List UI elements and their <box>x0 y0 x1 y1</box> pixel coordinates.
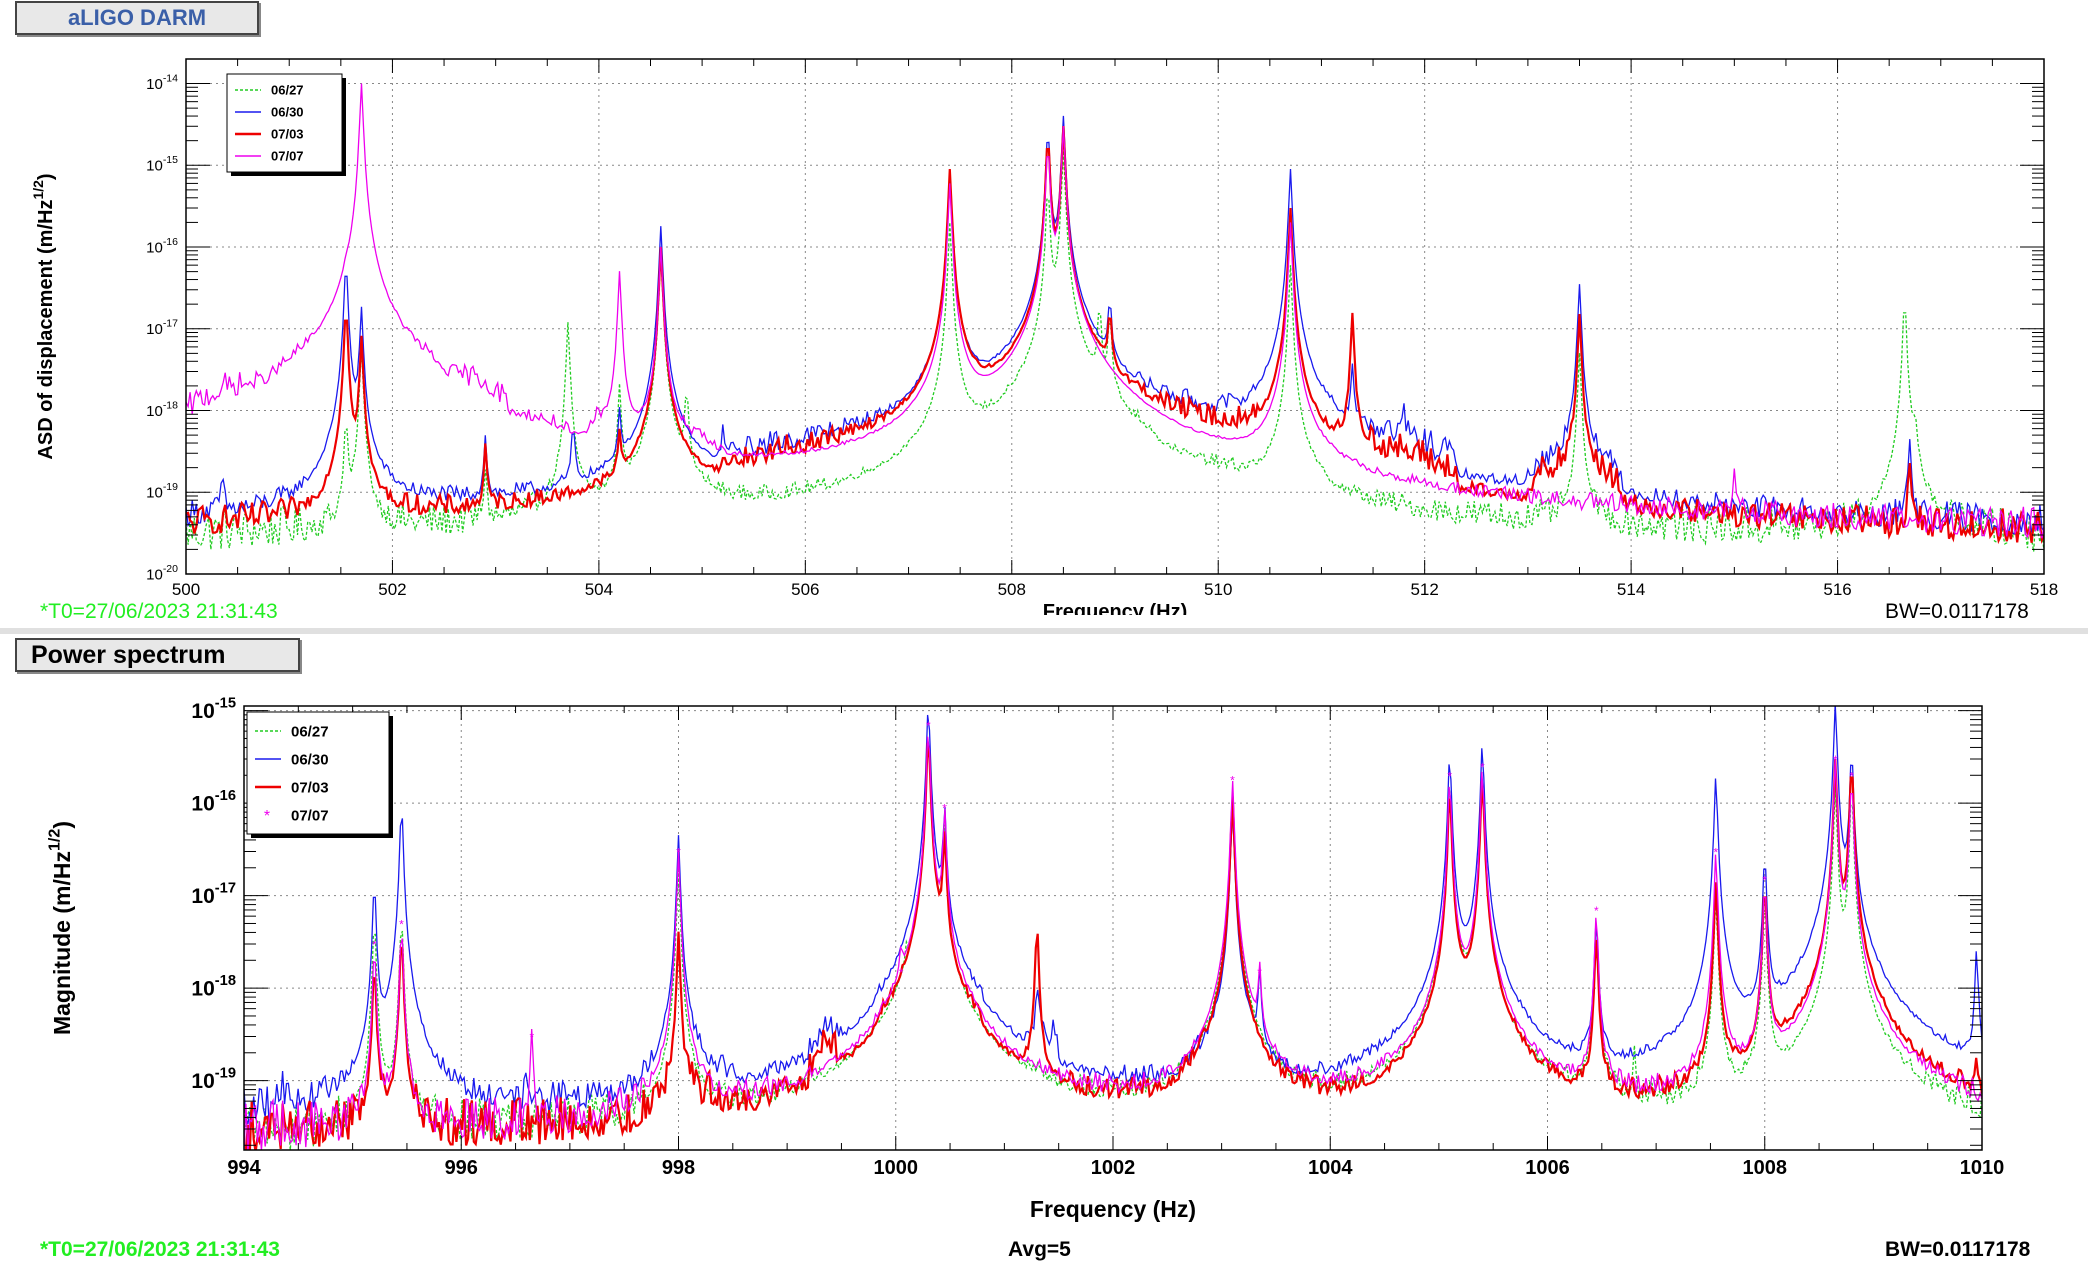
bottom-series-06-27 <box>244 742 1982 1150</box>
bottom-ytick-label-0: 10-19 <box>191 1065 236 1093</box>
bottom-ytick-label-4: 10-15 <box>191 695 236 723</box>
bottom-avg-stamp: Avg=5 <box>1008 1238 1071 1261</box>
bottom-marker-8: * <box>1257 966 1262 980</box>
bottom-y-axis-label: Magnitude (m/Hz1/2) <box>46 821 75 1035</box>
bottom-bw-stamp: BW=0.0117178 <box>1885 1238 2031 1261</box>
top-xtick-label-4: 508 <box>998 580 1026 599</box>
bottom-xtick-label-8: 1010 <box>1960 1157 2005 1179</box>
bottom-legend-label-0: 06/27 <box>291 723 329 740</box>
bottom-marker-1: * <box>399 917 404 931</box>
top-xtick-label-1: 502 <box>378 580 406 599</box>
bottom-marker-7: * <box>1230 774 1235 788</box>
bottom-series-06-30 <box>244 706 1982 1125</box>
top-xtick-label-0: 500 <box>172 580 200 599</box>
bottom-xtick-label-6: 1006 <box>1525 1157 1570 1179</box>
bottom-legend-label-3: 07/07 <box>291 807 329 824</box>
top-series-06-27 <box>186 150 2044 552</box>
bottom-marker-12: * <box>1714 845 1719 859</box>
top-y-axis-label: ASD of displacement (m/Hz1/2) <box>30 173 57 459</box>
top-legend-label-1: 06/30 <box>271 105 304 120</box>
bottom-marker-9: * <box>1447 769 1452 783</box>
bottom-marker-3: * <box>676 845 681 859</box>
top-xtick-label-6: 512 <box>1410 580 1438 599</box>
top-xtick-label-9: 518 <box>2030 580 2058 599</box>
bottom-x-axis-label: Frequency (Hz) <box>1030 1196 1196 1222</box>
top-series-07-03 <box>186 125 2044 545</box>
top-xtick-label-2: 504 <box>585 580 613 599</box>
bottom-legend-marker-3: * <box>264 808 270 825</box>
bottom-panel-title-text: Power spectrum <box>31 641 226 669</box>
top-xtick-label-3: 506 <box>791 580 819 599</box>
bottom-xtick-label-4: 1002 <box>1091 1157 1136 1179</box>
top-x-axis-label: Frequency (Hz) <box>1043 601 1187 615</box>
bottom-xtick-label-1: 996 <box>445 1157 478 1179</box>
top-xtick-label-5: 510 <box>1204 580 1232 599</box>
top-ytick-label-2: 10-18 <box>146 399 178 420</box>
bottom-series-07-03 <box>244 742 1982 1150</box>
top-series-06-30 <box>186 115 2044 535</box>
top-panel-title: aLIGO DARM <box>15 1 259 35</box>
top-ytick-label-1: 10-19 <box>146 481 178 502</box>
asd-chart: 500 502 504 506 508 510 512 514 516 518 10-20 10-19… <box>30 58 2058 615</box>
bottom-marker-5: * <box>926 719 931 733</box>
bottom-ytick-label-1: 10-18 <box>191 973 236 1001</box>
top-legend: 06/27 06/30 07/03 07/07 <box>226 73 346 176</box>
bottom-legend-label-2: 07/03 <box>291 779 329 796</box>
bottom-marker-0: * <box>372 938 377 952</box>
bottom-series-07-07 <box>244 736 1982 1150</box>
bottom-marker-11: * <box>1594 904 1599 918</box>
bottom-ytick-label-3: 10-16 <box>191 788 236 816</box>
top-series-07-07 <box>186 83 2044 539</box>
bottom-xtick-label-0: 994 <box>227 1157 261 1179</box>
bottom-marker-10: * <box>1480 760 1485 774</box>
top-xtick-label-8: 516 <box>1823 580 1851 599</box>
bottom-marker-13: * <box>1762 873 1767 887</box>
top-legend-label-3: 07/07 <box>271 149 304 164</box>
bottom-marker-14: * <box>1833 753 1838 767</box>
bottom-ytick-label-2: 10-17 <box>191 880 236 908</box>
top-ytick-label-5: 10-15 <box>146 154 178 175</box>
bottom-marker-2: * <box>530 1030 535 1044</box>
top-legend-label-2: 07/03 <box>271 127 304 142</box>
bottom-series-group: * * * * * * * * * * * * * * * * <box>244 706 1982 1150</box>
bottom-xtick-label-3: 1000 <box>874 1157 919 1179</box>
top-panel-title-text: aLIGO DARM <box>67 5 207 30</box>
bottom-xtick-label-7: 1008 <box>1743 1157 1788 1179</box>
top-legend-label-0: 06/27 <box>271 83 304 98</box>
top-xtick-label-7: 514 <box>1617 580 1645 599</box>
bottom-legend-label-1: 06/30 <box>291 751 329 768</box>
bottom-panel-title: Power spectrum <box>15 638 300 672</box>
top-series-group <box>186 83 2044 552</box>
bottom-legend: 06/27 06/30 07/03 * 07/07 <box>246 711 393 838</box>
bottom-xtick-label-5: 1004 <box>1308 1157 1353 1179</box>
top-ytick-label-0: 10-20 <box>146 563 178 584</box>
bottom-marker-4: * <box>899 966 904 980</box>
bottom-marker-6: * <box>942 801 947 815</box>
top-bw-stamp: BW=0.0117178 <box>1885 600 2029 623</box>
top-t0-stamp: *T0=27/06/2023 21:31:43 <box>40 600 278 623</box>
bottom-marker-15: * <box>1849 769 1854 783</box>
bottom-legend-box <box>246 711 390 835</box>
top-ytick-label-6: 10-14 <box>146 72 178 93</box>
top-ytick-label-4: 10-16 <box>146 236 178 257</box>
top-ytick-label-3: 10-17 <box>146 318 178 339</box>
power-spectrum-chart: * * * * * * * * * * * * * * * * 994 996 998 1000 1002 1004 100… <box>46 695 2005 1222</box>
bottom-xtick-label-2: 998 <box>662 1157 695 1179</box>
panel-divider <box>0 628 2088 634</box>
bottom-t0-stamp: *T0=27/06/2023 21:31:43 <box>40 1238 280 1261</box>
